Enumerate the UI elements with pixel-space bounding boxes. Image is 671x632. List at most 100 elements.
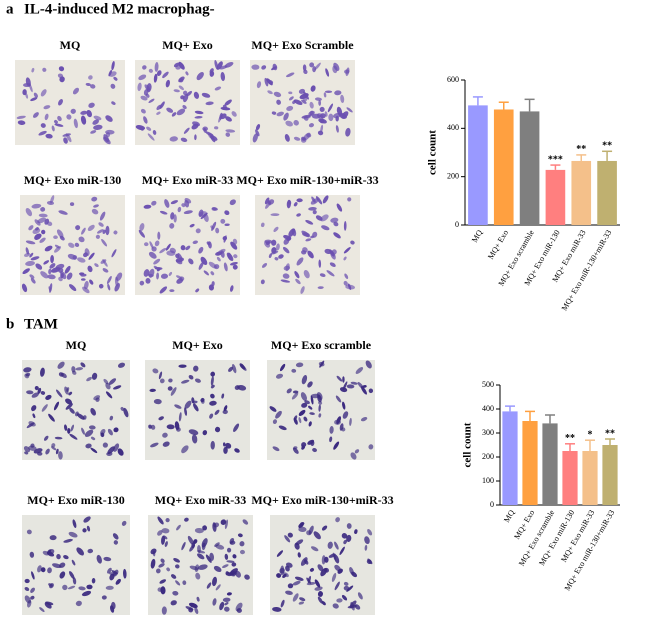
cell	[300, 522, 305, 526]
cell	[311, 196, 316, 203]
cell	[123, 407, 129, 418]
cell	[320, 214, 329, 222]
cell	[66, 114, 72, 120]
cell	[162, 71, 169, 79]
cell	[150, 424, 156, 430]
cell	[185, 71, 189, 76]
cell	[33, 112, 39, 118]
cell	[189, 223, 195, 228]
cell	[93, 115, 102, 121]
cell	[357, 381, 364, 390]
cell	[252, 133, 258, 143]
cell	[101, 238, 108, 247]
y-tick-label: 300	[482, 428, 494, 437]
cell	[47, 274, 56, 280]
cell	[188, 429, 199, 436]
cell	[214, 426, 221, 433]
cell	[228, 366, 234, 372]
cell	[333, 441, 340, 450]
cell	[264, 197, 270, 205]
cell	[329, 436, 333, 443]
cell	[360, 417, 368, 422]
cell	[193, 91, 200, 99]
cell	[46, 221, 53, 226]
cell	[336, 106, 343, 117]
cell	[24, 578, 30, 584]
bar	[597, 160, 617, 225]
cell	[301, 99, 307, 104]
cell	[364, 536, 370, 545]
cell	[51, 125, 55, 132]
cell	[153, 73, 158, 83]
bar	[502, 411, 518, 505]
cell	[34, 219, 41, 226]
cell	[48, 583, 53, 587]
cell	[308, 421, 312, 427]
cell	[167, 386, 173, 391]
cell	[212, 598, 217, 606]
cell	[96, 229, 104, 234]
y-axis-label: cell count	[462, 422, 474, 467]
cell	[92, 119, 99, 125]
cell	[162, 441, 170, 447]
cell	[304, 400, 310, 405]
cell	[158, 563, 165, 568]
cell	[210, 376, 214, 386]
cell	[364, 544, 368, 551]
cell	[196, 596, 200, 602]
cell	[225, 132, 231, 137]
cell	[156, 111, 161, 115]
cell	[57, 115, 62, 122]
cell	[72, 577, 77, 585]
cell	[183, 93, 189, 103]
cell	[34, 385, 39, 391]
cell	[146, 126, 152, 131]
cell	[48, 286, 52, 292]
cell	[69, 571, 75, 580]
cell	[144, 242, 149, 247]
cell	[334, 90, 342, 96]
image-label: MQ+ Exo	[162, 38, 213, 52]
cell	[276, 243, 280, 251]
cell	[220, 72, 226, 82]
cell	[114, 276, 119, 287]
cell	[41, 404, 48, 412]
cell	[169, 247, 176, 254]
cell	[21, 283, 28, 293]
cell	[351, 571, 358, 578]
cell	[302, 97, 308, 102]
cell	[225, 129, 236, 133]
cell	[309, 110, 314, 115]
bar	[542, 423, 558, 505]
cell	[340, 94, 345, 104]
cell	[153, 398, 162, 405]
cell	[172, 590, 179, 596]
cell	[327, 103, 334, 113]
cell	[111, 101, 116, 105]
cell	[223, 262, 228, 272]
cell	[255, 124, 261, 131]
cell	[265, 240, 271, 246]
cell	[234, 448, 240, 453]
cell	[40, 89, 47, 97]
cell	[165, 518, 170, 523]
cell	[159, 101, 165, 109]
cell	[343, 256, 347, 261]
cell	[175, 253, 180, 259]
cell	[324, 248, 332, 254]
bar	[522, 421, 538, 505]
cell	[276, 111, 284, 117]
cell	[317, 591, 323, 597]
cell	[34, 233, 42, 240]
cell	[173, 214, 177, 223]
cell	[56, 229, 64, 238]
cell	[68, 284, 77, 292]
cell	[286, 388, 292, 394]
cell	[159, 378, 165, 384]
cell	[114, 283, 120, 292]
significance: **	[602, 141, 612, 152]
cell	[214, 126, 219, 130]
cell	[108, 71, 117, 77]
cell	[303, 269, 310, 279]
cell	[175, 580, 181, 586]
